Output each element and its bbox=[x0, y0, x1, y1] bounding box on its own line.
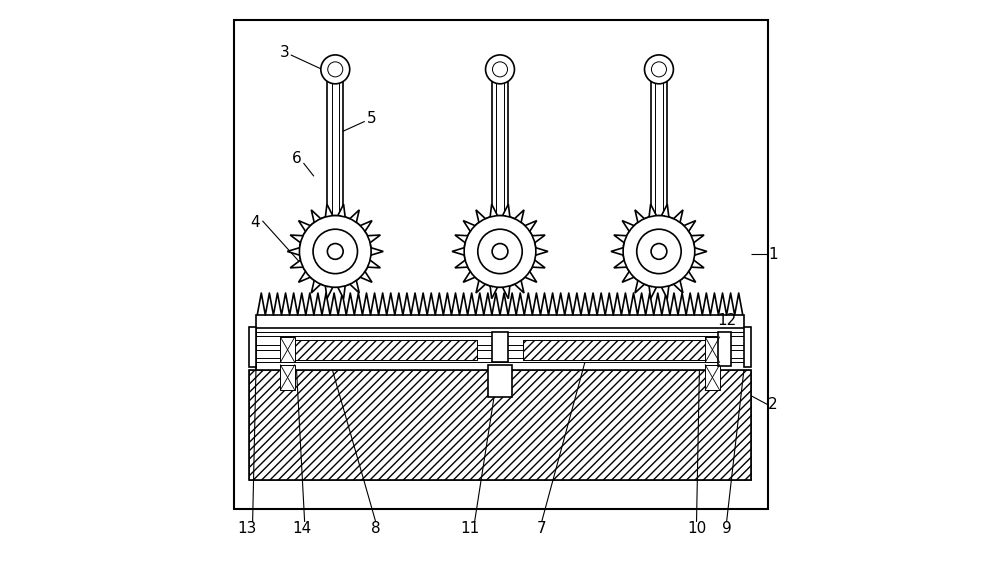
Circle shape bbox=[651, 62, 666, 77]
Circle shape bbox=[478, 229, 522, 273]
Bar bbox=[249, 370, 751, 480]
Bar bbox=[280, 337, 295, 362]
Text: 7: 7 bbox=[537, 521, 546, 536]
Text: 6: 6 bbox=[292, 151, 301, 166]
Bar bbox=[286, 340, 477, 360]
Text: 2: 2 bbox=[768, 397, 778, 412]
Bar bbox=[744, 327, 751, 367]
Bar bbox=[523, 340, 714, 360]
Circle shape bbox=[486, 55, 514, 84]
Text: 9: 9 bbox=[722, 521, 731, 536]
Circle shape bbox=[492, 62, 508, 77]
Bar bbox=[718, 332, 731, 366]
Circle shape bbox=[299, 216, 371, 287]
Bar bbox=[523, 340, 714, 360]
Bar bbox=[256, 345, 744, 350]
Text: 3: 3 bbox=[280, 45, 290, 60]
Text: 8: 8 bbox=[371, 521, 381, 536]
Text: 1: 1 bbox=[768, 247, 778, 262]
Circle shape bbox=[464, 216, 536, 287]
Circle shape bbox=[492, 243, 508, 260]
Text: 14: 14 bbox=[293, 521, 312, 536]
Bar bbox=[256, 332, 744, 336]
Bar bbox=[488, 365, 512, 397]
Bar bbox=[327, 69, 343, 255]
Circle shape bbox=[644, 55, 673, 84]
Bar bbox=[705, 365, 720, 390]
Text: 13: 13 bbox=[237, 521, 257, 536]
Bar bbox=[280, 365, 295, 390]
Bar bbox=[705, 337, 720, 362]
Bar bbox=[496, 66, 504, 249]
Text: 11: 11 bbox=[460, 521, 480, 536]
Circle shape bbox=[637, 229, 681, 273]
Circle shape bbox=[651, 243, 667, 260]
Bar bbox=[332, 66, 339, 249]
Bar bbox=[492, 69, 508, 255]
Bar bbox=[249, 370, 751, 480]
Text: 12: 12 bbox=[717, 313, 736, 328]
Bar bbox=[256, 358, 744, 362]
Polygon shape bbox=[287, 204, 383, 299]
Bar bbox=[249, 327, 256, 367]
Polygon shape bbox=[452, 204, 548, 299]
Circle shape bbox=[327, 243, 343, 260]
Circle shape bbox=[623, 216, 695, 287]
Text: 10: 10 bbox=[687, 521, 706, 536]
Bar bbox=[286, 340, 477, 360]
Bar bbox=[492, 332, 508, 362]
Bar bbox=[234, 20, 768, 509]
Circle shape bbox=[321, 55, 350, 84]
Circle shape bbox=[313, 229, 357, 273]
Text: 4: 4 bbox=[250, 215, 260, 230]
Circle shape bbox=[328, 62, 343, 77]
Bar bbox=[651, 69, 667, 255]
Bar bbox=[655, 66, 663, 249]
Text: 5: 5 bbox=[367, 111, 376, 126]
Polygon shape bbox=[611, 204, 707, 299]
Bar bbox=[256, 315, 744, 328]
